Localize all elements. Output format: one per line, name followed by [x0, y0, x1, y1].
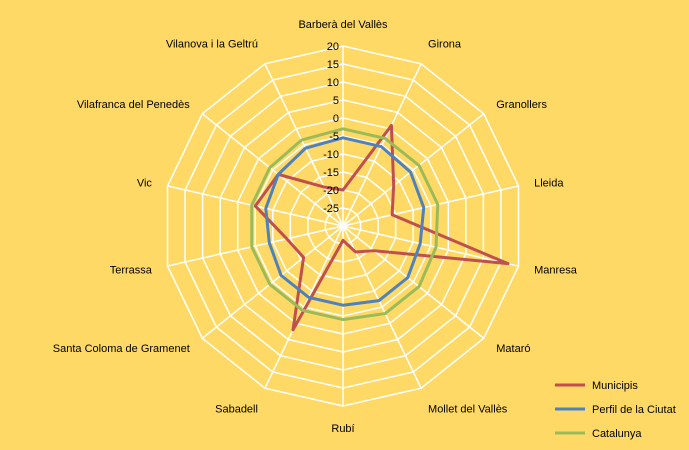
category-label: Vilafranca del Penedès	[77, 99, 190, 111]
tick-label: -20	[323, 185, 339, 197]
grid-spoke	[342, 185, 519, 227]
category-label: Barberà del Vallès	[298, 19, 388, 31]
category-label: Vic	[137, 177, 153, 189]
tick-label: 10	[327, 77, 339, 89]
category-label: Sabadell	[215, 404, 258, 416]
category-label: Granollers	[496, 99, 547, 111]
tick-label: 0	[333, 113, 339, 125]
grid-spoke	[264, 63, 344, 227]
tick-label: 15	[327, 59, 339, 71]
grid-spoke	[342, 225, 485, 339]
category-label: Lleida	[534, 177, 564, 189]
grid-spoke	[342, 225, 519, 267]
category-label: Girona	[428, 38, 462, 50]
tick-label: 20	[327, 41, 339, 53]
tick-label: 5	[333, 95, 339, 107]
legend-label: Municipis	[592, 380, 638, 392]
grid-spoke	[201, 225, 344, 339]
legend-label: Catalunya	[592, 428, 642, 440]
tick-label: -10	[323, 149, 339, 161]
category-label: Terrassa	[110, 265, 153, 277]
grid-spoke	[201, 113, 344, 227]
tick-label: -5	[329, 131, 339, 143]
series-line-perfil-de-la-ciutat	[264, 136, 426, 307]
category-label: Vilanova i la Geltrú	[166, 38, 258, 50]
grid-spoke	[342, 63, 422, 227]
tick-label: -15	[323, 167, 339, 179]
series-line-municipis	[253, 123, 510, 332]
category-label: Rubí	[331, 423, 354, 435]
category-label: Santa Coloma de Gramenet	[53, 343, 190, 355]
legend-label: Perfil de la Ciutat	[592, 404, 676, 416]
grid-spoke	[167, 225, 344, 267]
tick-label: -25	[323, 203, 339, 215]
series-line-catalunya	[250, 127, 440, 322]
category-label: Mataró	[496, 343, 530, 355]
grid-spoke	[342, 113, 485, 227]
grid-spoke	[264, 225, 344, 389]
category-label: Manresa	[534, 265, 578, 277]
category-label: Mollet del Vallès	[428, 404, 508, 416]
